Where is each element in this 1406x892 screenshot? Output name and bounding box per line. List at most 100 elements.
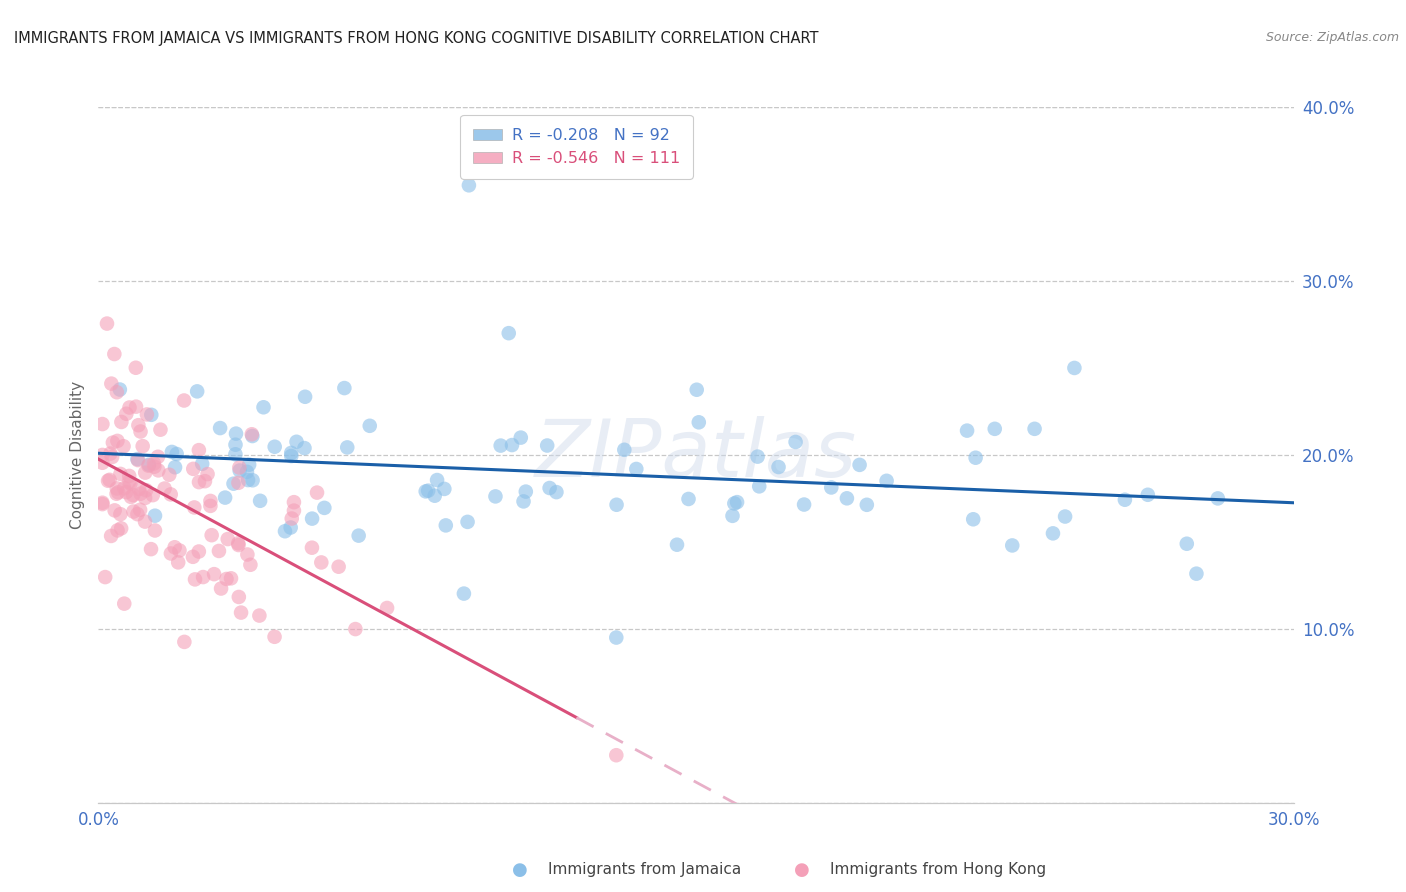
Point (112, 597, 135, 611)
Point (666, 538, 689, 552)
Point (138, 458, 160, 472)
Point (962, 512, 984, 526)
Y-axis label: Cognitive Disability: Cognitive Disability (70, 381, 86, 529)
Point (202, 567, 225, 582)
Point (217, 532, 239, 546)
Point (546, 485, 568, 500)
Point (129, 425, 152, 439)
Point (247, 608, 270, 623)
Point (186, 384, 208, 399)
Point (538, 481, 561, 495)
Point (138, 458, 160, 473)
Point (512, 494, 534, 508)
Point (228, 460, 250, 475)
Point (104, 503, 127, 517)
Point (115, 407, 138, 421)
Legend: R = -0.208   N = 92, R = -0.546   N = 111: R = -0.208 N = 92, R = -0.546 N = 111 (460, 115, 693, 178)
Point (848, 458, 870, 472)
Point (415, 484, 437, 499)
Point (105, 487, 128, 501)
Point (236, 465, 259, 479)
Point (375, 601, 398, 615)
Point (1042, 526, 1064, 541)
Point (142, 457, 165, 471)
Point (336, 441, 359, 455)
Point (305, 485, 328, 500)
Point (153, 482, 176, 496)
Point (96, 317, 118, 331)
Text: Immigrants from Hong Kong: Immigrants from Hong Kong (830, 863, 1046, 877)
Point (149, 423, 172, 437)
Text: Immigrants from Jamaica: Immigrants from Jamaica (548, 863, 741, 877)
Point (110, 415, 132, 429)
Point (1206, 491, 1229, 506)
Point (240, 427, 263, 442)
Point (242, 473, 264, 487)
Point (785, 434, 807, 449)
Point (167, 555, 190, 569)
Point (187, 443, 209, 458)
Point (294, 390, 316, 404)
Point (187, 544, 209, 558)
Point (208, 544, 231, 558)
Point (820, 480, 842, 494)
Point (688, 415, 710, 429)
Point (239, 558, 262, 572)
Point (280, 520, 302, 534)
Point (768, 460, 790, 475)
Point (678, 491, 700, 506)
Point (139, 542, 162, 557)
Point (489, 439, 512, 453)
Point (226, 536, 249, 550)
Point (120, 476, 142, 491)
Point (142, 488, 165, 502)
Point (311, 556, 333, 570)
Point (219, 571, 242, 585)
Point (98, 473, 121, 487)
Point (91, 497, 114, 511)
Point (191, 457, 214, 471)
Point (748, 479, 770, 493)
Point (1175, 537, 1198, 551)
Point (122, 504, 145, 518)
Point (965, 450, 987, 465)
Point (228, 538, 250, 552)
Point (143, 508, 166, 523)
Point (484, 490, 506, 504)
Text: IMMIGRANTS FROM JAMAICA VS IMMIGRANTS FROM HONG KONG COGNITIVE DISABILITY CORREL: IMMIGRANTS FROM JAMAICA VS IMMIGRANTS FR… (14, 31, 818, 46)
Point (127, 507, 149, 521)
Point (426, 473, 449, 487)
Point (1136, 488, 1159, 502)
Point (515, 484, 537, 499)
Point (135, 483, 157, 498)
Point (127, 452, 149, 467)
Point (125, 360, 148, 375)
Point (984, 422, 1007, 436)
Point (173, 635, 195, 649)
Point (118, 469, 141, 483)
Point (97, 474, 120, 488)
Point (101, 450, 124, 464)
Point (94, 570, 117, 584)
Point (301, 511, 323, 525)
Point (125, 400, 148, 414)
Point (856, 498, 879, 512)
Point (1054, 509, 1077, 524)
Point (200, 499, 222, 513)
Point (105, 482, 128, 496)
Point (201, 528, 224, 542)
Point (1024, 422, 1046, 436)
Point (215, 572, 238, 586)
Point (453, 586, 475, 600)
Point (127, 418, 149, 433)
Point (280, 449, 302, 463)
Point (605, 748, 627, 763)
Point (129, 503, 152, 517)
Point (183, 500, 205, 515)
Point (1001, 538, 1024, 552)
Point (100, 529, 122, 543)
Point (112, 439, 135, 453)
Point (721, 508, 744, 523)
Point (793, 498, 815, 512)
Point (110, 507, 132, 521)
